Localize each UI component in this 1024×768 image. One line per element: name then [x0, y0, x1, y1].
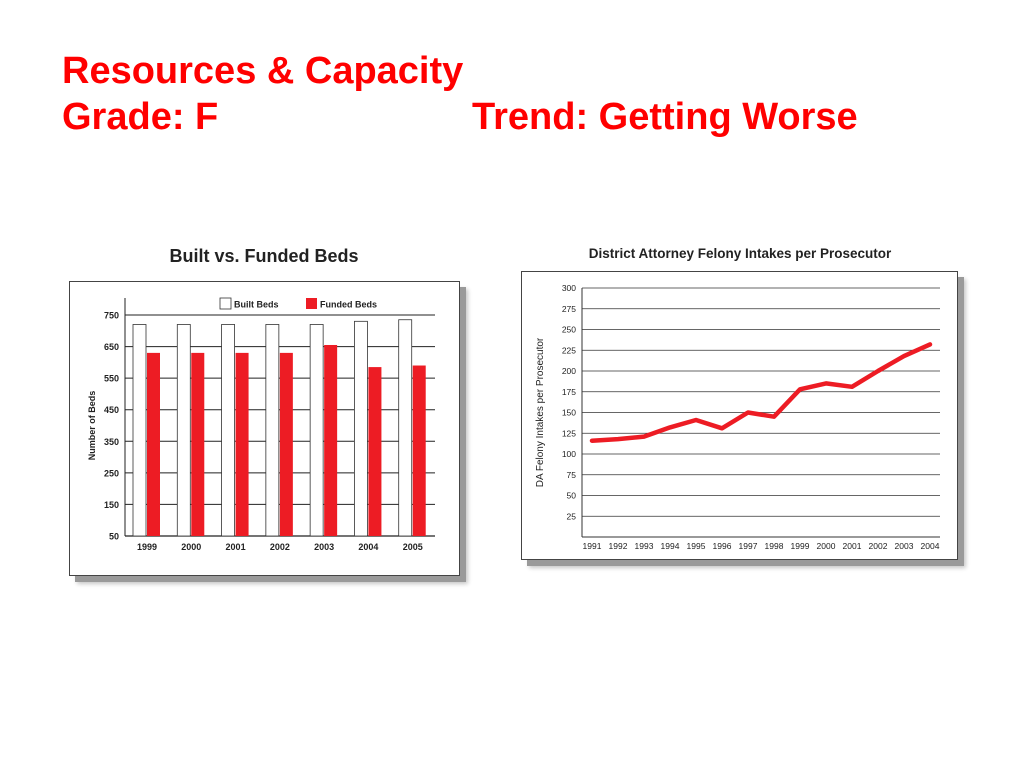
y-tick-label: 450	[104, 405, 119, 415]
y-axis-label: Number of Beds	[87, 391, 97, 461]
x-tick-label: 1993	[635, 541, 654, 551]
y-tick-label: 200	[562, 366, 576, 376]
x-tick-label: 1995	[687, 541, 706, 551]
x-tick-label: 2000	[817, 541, 836, 551]
y-tick-label: 350	[104, 437, 119, 447]
funded-beds-bar	[368, 367, 382, 536]
line-chart-panel: 25 50 75 100 125 150 175 200 225 250 275 300 DA Felo…	[521, 271, 958, 560]
x-tick-label: 2002	[270, 542, 290, 552]
legend-swatch-built	[219, 297, 232, 310]
x-tick-label: 1999	[791, 541, 810, 551]
y-tick-label: 125	[562, 428, 576, 438]
funded-beds-bar	[412, 365, 426, 536]
bar-chart-panel: 50 150 250 350 450 550 650 750 Number of Beds 199…	[69, 281, 460, 576]
x-tick-label: 1997	[739, 541, 758, 551]
x-tick-label: 2005	[403, 542, 423, 552]
x-tick-label: 1996	[713, 541, 732, 551]
funded-beds-bar	[191, 352, 205, 536]
x-tick-label: 2003	[314, 542, 334, 552]
y-tick-label: 275	[562, 304, 576, 314]
x-tick-label: 2004	[921, 541, 940, 551]
line-chart-title: District Attorney Felony Intakes per Pro…	[588, 246, 892, 261]
y-tick-label: 175	[562, 387, 576, 397]
x-tick-label: 2003	[895, 541, 914, 551]
y-tick-label: 75	[567, 470, 577, 480]
y-tick-label: 50	[109, 532, 119, 542]
funded-beds-bar	[147, 352, 160, 536]
y-tick-label: 225	[562, 345, 576, 355]
built-beds-bar	[309, 324, 324, 537]
legend-label-built: Built Beds	[234, 300, 279, 310]
intakes-series-line	[589, 342, 933, 443]
y-tick-label: 250	[104, 468, 119, 478]
bar-chart-title: Built vs. Funded Beds	[169, 246, 359, 266]
y-tick-label: 750	[104, 311, 119, 321]
y-tick-label: 100	[562, 449, 576, 459]
funded-beds-bar	[235, 352, 249, 536]
x-tick-label: 1991	[583, 541, 602, 551]
x-tick-label: 1998	[765, 541, 784, 551]
legend-swatch-funded	[306, 298, 317, 309]
built-beds-bar	[398, 319, 413, 537]
y-tick-label: 250	[562, 325, 576, 335]
x-tick-label: 2002	[869, 541, 888, 551]
y-tick-label: 150	[562, 408, 576, 418]
x-tick-label: 2001	[843, 541, 862, 551]
line-chart: 25 50 75 100 125 150 175 200 225 250 275 300 DA Felo…	[535, 283, 940, 551]
funded-beds-bar	[279, 352, 293, 536]
slide-title: Resources & Capacity Grade: F Trend: Get…	[62, 48, 858, 140]
x-tick-label: 1999	[137, 542, 157, 552]
y-tick-label: 50	[567, 491, 577, 501]
funded-beds-bar	[324, 344, 338, 536]
built-beds-bar	[265, 324, 280, 537]
built-beds-bar	[176, 324, 191, 537]
y-tick-label: 550	[104, 374, 119, 384]
trend-text: Trend: Getting Worse	[472, 96, 858, 138]
x-tick-label: 2001	[226, 542, 246, 552]
built-beds-bar	[354, 320, 368, 537]
y-tick-label: 300	[562, 283, 576, 293]
y-tick-label: 150	[104, 500, 119, 510]
grade-text: Grade: F	[62, 96, 219, 138]
y-tick-label: 25	[567, 511, 577, 521]
x-tick-label: 2000	[181, 542, 201, 552]
x-tick-label: 1992	[609, 541, 628, 551]
built-beds-bar	[221, 324, 235, 537]
y-tick-label: 650	[104, 342, 119, 352]
legend-label-funded: Funded Beds	[320, 300, 377, 310]
x-tick-label: 2004	[358, 542, 378, 552]
bar-chart: 50 150 250 350 450 550 650 750 Number of Beds 199…	[87, 297, 435, 552]
slide-title-text: Resources & Capacity	[62, 50, 464, 92]
built-beds-bar	[132, 324, 147, 537]
x-tick-label: 1994	[661, 541, 680, 551]
y-axis-label: DA Felony Intakes per Prosecutor	[535, 337, 546, 487]
